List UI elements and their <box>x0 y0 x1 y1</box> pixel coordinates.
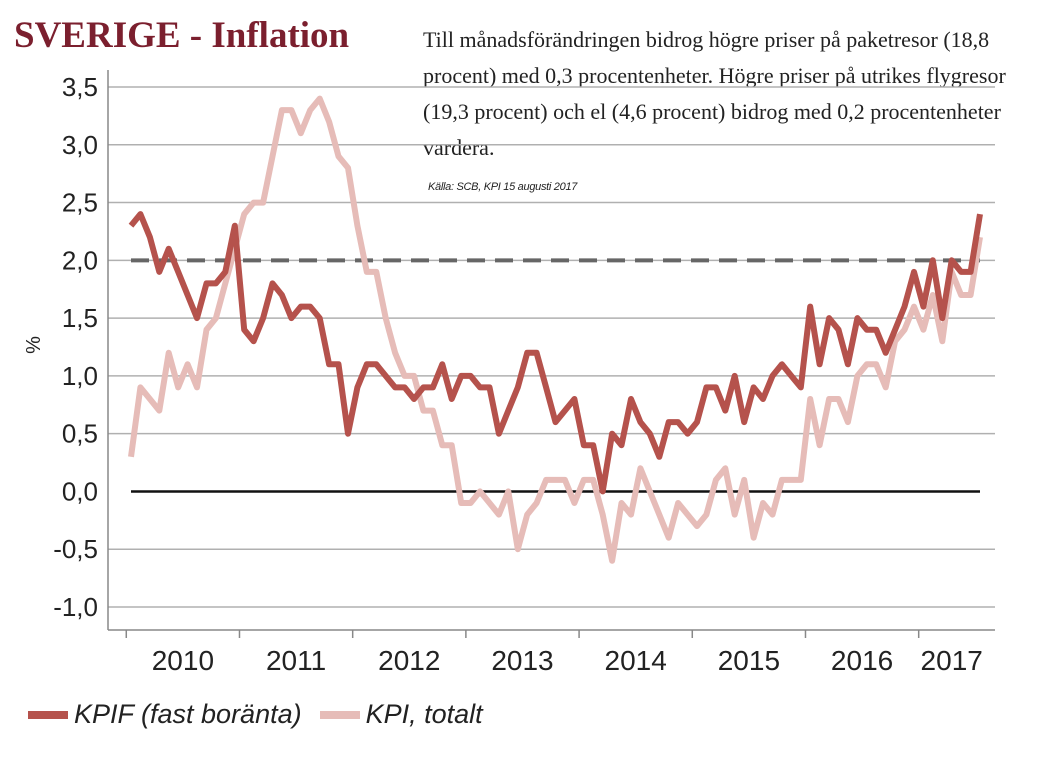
y-tick-label: -0,5 <box>53 534 98 564</box>
x-tick-label: 2013 <box>491 645 553 676</box>
x-tick-label: 2010 <box>152 645 214 676</box>
legend-swatch-kpif <box>28 710 68 719</box>
x-tick-labels: 2010 2011 2012 2013 2014 2015 2016 2017 <box>152 645 983 676</box>
x-tick-label: 2012 <box>378 645 440 676</box>
legend: KPIF (fast boränta) KPI, totalt <box>28 699 501 730</box>
legend-label-kpif: KPIF (fast boränta) <box>74 699 302 729</box>
series-line-kpi <box>128 95 983 564</box>
legend-label-kpi: KPI, totalt <box>365 699 483 729</box>
x-tick-label: 2015 <box>718 645 780 676</box>
y-tick-labels: 3,5 3,0 2,5 2,0 1,5 1,0 0,5 0,0 -0,5 -1,0 <box>53 72 98 622</box>
y-tick-label: 0,0 <box>62 476 98 506</box>
x-tick-label: 2017 <box>921 645 983 676</box>
y-tick-label: 1,5 <box>62 303 98 333</box>
chart-title: SVERIGE - Inflation <box>14 15 350 56</box>
y-tick-label: 0,5 <box>62 419 98 449</box>
y-axis-label: % <box>23 336 45 354</box>
y-tick-label: 1,0 <box>62 361 98 391</box>
y-tick-label: 3,0 <box>62 130 98 160</box>
series-line-kpif <box>128 211 983 495</box>
x-tick-label: 2011 <box>266 645 326 676</box>
x-tick-label: 2016 <box>831 645 893 676</box>
x-tick-label: 2014 <box>605 645 667 676</box>
chart-annotation: Till månadsförändringen bidrog högre pri… <box>423 27 1006 160</box>
grid-lines <box>108 86 995 608</box>
x-tick-marks <box>125 630 920 638</box>
y-tick-label: 2,5 <box>62 188 98 218</box>
source-note: Källa: SCB, KPI 15 augusti 2017 <box>428 181 578 193</box>
y-tick-label: 2,0 <box>62 245 98 275</box>
legend-swatch-kpi <box>319 710 360 719</box>
series-lines <box>128 95 983 564</box>
y-tick-label: 3,5 <box>62 72 98 102</box>
legend-item-kpi: KPI, totalt <box>319 699 483 730</box>
legend-item-kpif: KPIF (fast boränta) <box>28 699 302 730</box>
y-tick-label: -1,0 <box>53 592 98 622</box>
